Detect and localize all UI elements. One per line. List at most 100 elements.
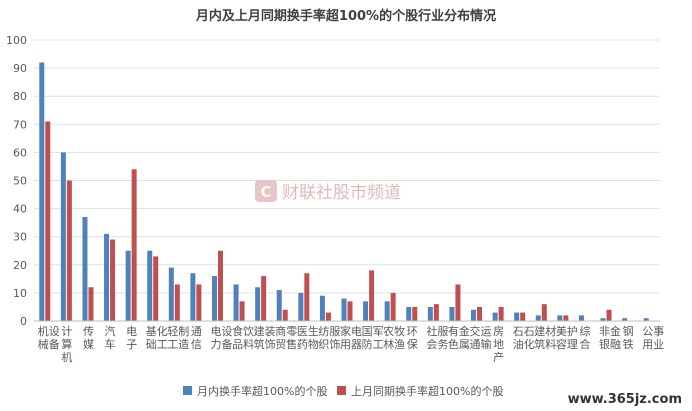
- bar-monthly-3: [104, 233, 110, 321]
- bar-monthly-13: [319, 295, 325, 321]
- x-category-label: 钢铁: [623, 325, 634, 351]
- bar-monthly-7: [190, 273, 196, 321]
- x-category-label: 医药生物: [297, 324, 319, 351]
- bar-monthly-8: [211, 276, 217, 321]
- x-category-label: 电子: [126, 325, 137, 351]
- gridlines: [34, 39, 660, 294]
- bar-monthly-0: [39, 62, 45, 321]
- bar-last-month-0: [45, 121, 51, 322]
- x-category-label: 建筑装饰: [254, 324, 276, 351]
- bar-last-month-21: [498, 306, 504, 321]
- bar-last-month-5: [153, 256, 159, 321]
- watermark-text: 财联社股市频道: [282, 183, 401, 203]
- bar-last-month-12: [304, 273, 310, 321]
- x-category-label: 商贸零售: [275, 324, 297, 351]
- bar-last-month-23: [541, 304, 547, 321]
- x-category-label: 美容护理: [556, 324, 578, 351]
- bar-monthly-27: [622, 318, 628, 321]
- bar-monthly-1: [60, 152, 66, 321]
- bar-monthly-21: [492, 312, 498, 321]
- x-category-label: 建筑材料: [534, 324, 556, 351]
- bar-monthly-6: [168, 267, 174, 321]
- x-category-label: 社会服务: [426, 324, 448, 351]
- x-category-label: 家用电器: [340, 324, 362, 351]
- bar-last-month-2: [88, 287, 94, 321]
- bar-last-month-20: [477, 306, 483, 321]
- bar-last-month-14: [347, 301, 353, 321]
- bar-monthly-19: [449, 306, 455, 321]
- bar-monthly-4: [125, 250, 131, 321]
- legend: 月内换手率超100%的个股 上月同期换手率超100%的个股: [183, 384, 503, 398]
- bar-last-month-15: [369, 270, 375, 321]
- x-category-label: 机械设备: [38, 324, 60, 351]
- y-tick-label: 70: [13, 118, 27, 131]
- y-tick-label: 0: [20, 315, 27, 328]
- bar-monthly-2: [82, 217, 88, 321]
- bar-monthly-28: [643, 318, 649, 321]
- bar-last-month-13: [325, 312, 331, 321]
- y-tick-label: 90: [13, 62, 27, 75]
- y-tick-label: 40: [13, 203, 27, 216]
- y-tick-label: 30: [13, 231, 27, 244]
- bar-last-month-4: [131, 169, 137, 321]
- y-tick-label: 60: [13, 146, 27, 159]
- x-category-label: 国防军工: [362, 325, 384, 351]
- bars: [39, 62, 649, 322]
- bar-monthly-25: [578, 315, 584, 321]
- bar-last-month-3: [110, 239, 116, 321]
- bar-monthly-18: [427, 306, 433, 321]
- bar-last-month-24: [563, 315, 569, 321]
- x-category-label: 通信: [191, 325, 202, 351]
- bar-last-month-6: [174, 284, 180, 321]
- y-tick-label: 10: [13, 287, 27, 300]
- x-category-label: 公用事业: [642, 325, 664, 351]
- bar-monthly-16: [384, 301, 390, 321]
- bar-last-month-1: [66, 180, 72, 321]
- bar-monthly-20: [471, 309, 477, 321]
- y-tick-label: 20: [13, 259, 27, 272]
- legend-label-last-month: 上月同期换手率超100%的个股: [351, 384, 503, 398]
- y-tick-label: 80: [13, 90, 27, 103]
- x-category-label: 有色金属: [448, 324, 470, 351]
- legend-swatch-monthly: [183, 386, 192, 395]
- x-category-label: 轻工制造: [167, 324, 189, 351]
- x-category-label: 纺织服饰: [318, 324, 340, 351]
- watermark-logo-icon: [255, 180, 277, 202]
- bar-last-month-16: [390, 292, 396, 321]
- bar-last-month-9: [239, 301, 245, 321]
- bar-monthly-15: [363, 301, 369, 321]
- x-category-label: 石油石化: [513, 325, 535, 351]
- x-category-label: 农林牧渔: [383, 324, 405, 351]
- bar-monthly-11: [276, 290, 282, 321]
- bar-monthly-26: [600, 318, 606, 321]
- site-watermark: www.365jz.com: [568, 392, 682, 407]
- bar-monthly-12: [298, 292, 304, 321]
- x-category-label: 基础化工: [146, 324, 168, 351]
- x-category-label: 汽车: [105, 324, 116, 351]
- bar-last-month-7: [196, 284, 202, 321]
- bar-last-month-11: [282, 309, 288, 321]
- bar-last-month-17: [412, 306, 418, 321]
- x-category-label: 环保: [407, 325, 418, 351]
- legend-swatch-last-month: [337, 386, 346, 395]
- bar-monthly-10: [255, 287, 261, 321]
- x-category-label: 非银金融: [599, 324, 621, 351]
- x-axis-categories: 机械设备计算机传媒汽车电子基础化工轻工制造通信电力设备食品饮料建筑装饰商贸零售医…: [38, 324, 664, 364]
- x-category-label: 食品饮料: [232, 324, 254, 351]
- bar-monthly-17: [406, 306, 412, 321]
- bar-monthly-24: [557, 315, 563, 321]
- bar-last-month-19: [455, 284, 461, 321]
- watermark-logo-letter: C: [260, 183, 271, 201]
- x-category-label: 传媒: [83, 325, 94, 351]
- x-category-label: 交通运输: [470, 324, 492, 351]
- bar-last-month-10: [261, 276, 267, 321]
- y-axis-ticks: 0 10 20 30 40 50 60 70 80 90 100: [6, 34, 27, 328]
- y-tick-label: 100: [6, 34, 27, 47]
- bar-monthly-23: [535, 315, 541, 321]
- bar-monthly-22: [514, 312, 520, 321]
- x-category-label: 综合: [579, 324, 590, 351]
- bar-monthly-5: [147, 250, 153, 321]
- bar-last-month-26: [606, 309, 612, 321]
- x-category-label: 房地产: [493, 325, 504, 364]
